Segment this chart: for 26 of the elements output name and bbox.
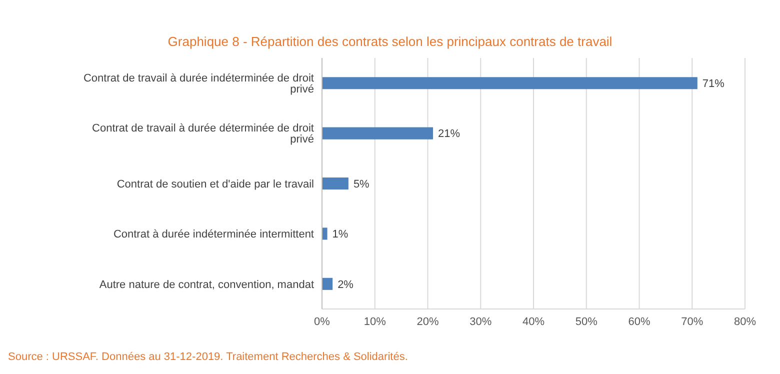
x-tick-label: 60% bbox=[628, 316, 650, 328]
data-label: 5% bbox=[353, 178, 370, 190]
data-label: 71% bbox=[702, 78, 725, 90]
bar bbox=[322, 278, 333, 290]
chart-title: Graphique 8 - Répartition des contrats selon les principaux contrats de travail bbox=[166, 33, 614, 51]
data-label: 1% bbox=[332, 228, 348, 241]
x-tick-label: 70% bbox=[681, 316, 704, 328]
bar bbox=[322, 77, 698, 90]
y-tick-label: Contrat de travail à durée indéterminée de droit privé bbox=[83, 72, 314, 96]
bar bbox=[322, 127, 434, 140]
x-tick-label: 30% bbox=[470, 316, 492, 328]
x-tick-label: 40% bbox=[522, 316, 545, 328]
y-tick-label: Autre nature de contrat, convention, mandat bbox=[99, 278, 314, 291]
y-tick-label: Contrat à durée indéterminée intermittent bbox=[113, 228, 314, 241]
y-tick-label: Contrat de soutien et d'aide par le travail bbox=[116, 178, 314, 190]
data-label: 2% bbox=[338, 278, 354, 291]
x-tick-label: 10% bbox=[364, 316, 386, 328]
bar bbox=[322, 228, 328, 240]
y-tick-label: Contrat de travail à durée déterminée de droit privé bbox=[92, 122, 314, 146]
x-tick-label: 20% bbox=[416, 316, 439, 328]
x-tick-label: 0% bbox=[314, 316, 330, 328]
x-tick-label: 80% bbox=[734, 316, 756, 328]
bar bbox=[322, 177, 348, 190]
x-tick-label: 50% bbox=[575, 316, 598, 328]
data-label: 21% bbox=[438, 128, 460, 140]
source-note: Source : URSSAF. Données au 31-12-2019. Traitement Recherches & Solidarités. bbox=[8, 351, 409, 363]
